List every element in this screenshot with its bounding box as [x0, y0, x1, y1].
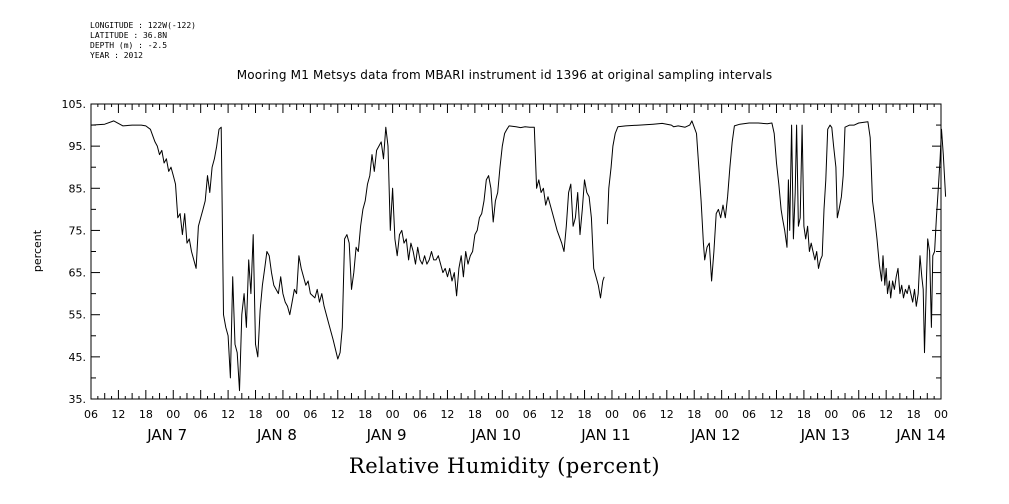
x-tick-label: 12 [440, 408, 454, 421]
x-tick-label: 06 [523, 408, 537, 421]
x-tick-label: 00 [715, 408, 729, 421]
x-tick-label: 12 [221, 408, 235, 421]
day-label: JAN 11 [580, 426, 631, 444]
humidity-series-segment [606, 120, 947, 354]
x-tick-label: 12 [331, 408, 345, 421]
y-tick-label: 65. [69, 267, 87, 280]
x-tick-label: 00 [934, 408, 948, 421]
x-axis-label: Relative Humidity (percent) [348, 454, 661, 478]
day-label: JAN 7 [146, 426, 187, 444]
chart-title: Mooring M1 Metsys data from MBARI instru… [236, 68, 773, 82]
y-tick-label: 55. [69, 309, 87, 322]
x-tick-label: 00 [495, 408, 509, 421]
day-label: JAN 8 [256, 426, 297, 444]
x-tick-label: 18 [797, 408, 811, 421]
day-label: JAN 10 [471, 426, 522, 444]
y-tick-label: 85. [69, 182, 87, 195]
x-tick-label: 12 [660, 408, 674, 421]
x-tick-label: 06 [84, 408, 98, 421]
day-label: JAN 9 [366, 426, 407, 444]
x-tick-label: 18 [578, 408, 592, 421]
y-tick-label: 95. [69, 140, 87, 153]
x-tick-label: 18 [907, 408, 921, 421]
x-tick-label: 12 [111, 408, 125, 421]
day-label: JAN 12 [690, 426, 741, 444]
humidity-series-segment [90, 120, 605, 392]
x-tick-label: 06 [742, 408, 756, 421]
x-tick-label: 00 [166, 408, 180, 421]
x-tick-label: 06 [632, 408, 646, 421]
x-tick-label: 00 [276, 408, 290, 421]
longitude-label: LONGITUDE : 122W(-122) [90, 21, 196, 30]
x-tick-label: 18 [687, 408, 701, 421]
y-tick-label: 105. [62, 98, 87, 111]
day-label: JAN 14 [895, 426, 946, 444]
x-tick-label: 12 [879, 408, 893, 421]
x-tick-label: 06 [194, 408, 208, 421]
y-tick-label: 45. [69, 351, 87, 364]
x-tick-label: 00 [824, 408, 838, 421]
x-tick-label: 18 [249, 408, 263, 421]
latitude-label: LATITUDE : 36.8N [90, 31, 168, 40]
x-tick-label: 06 [303, 408, 317, 421]
location-metadata: LONGITUDE : 122W(-122) LATITUDE : 36.8N … [90, 21, 196, 61]
y-axis-label: percent [31, 229, 44, 272]
x-tick-label: 18 [358, 408, 372, 421]
x-tick-label: 06 [852, 408, 866, 421]
x-tick-label: 00 [386, 408, 400, 421]
x-tick-label: 12 [550, 408, 564, 421]
year-label: YEAR : 2012 [90, 51, 143, 60]
day-label: JAN 13 [800, 426, 851, 444]
x-tick-label: 18 [468, 408, 482, 421]
x-tick-label: 06 [413, 408, 427, 421]
x-tick-label: 12 [769, 408, 783, 421]
y-tick-label: 35. [69, 393, 87, 406]
y-tick-label: 75. [69, 224, 87, 237]
x-tick-label: 00 [605, 408, 619, 421]
depth-label: DEPTH (m) : -2.5 [90, 41, 168, 50]
x-tick-label: 18 [139, 408, 153, 421]
